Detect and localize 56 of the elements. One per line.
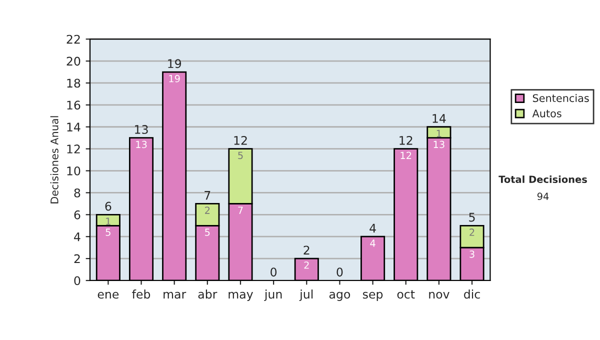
total-label: 19	[168, 59, 182, 68]
total-label: 12	[234, 136, 247, 145]
text: Total Decisiones	[498, 175, 587, 184]
y-tick-label: 4	[74, 232, 80, 242]
x-tick-label: dic	[464, 290, 480, 299]
total-label: 6	[105, 202, 112, 211]
x-tick-label: mar	[164, 292, 186, 299]
y-tick-label: 8	[74, 188, 80, 198]
total-label: 4	[370, 224, 376, 233]
x-tick-label: ene	[98, 292, 119, 299]
data-label: 2	[205, 206, 210, 214]
y-tick-label: 18	[67, 78, 80, 88]
text: 94	[537, 192, 549, 200]
total-label: 7	[204, 190, 210, 200]
total-label: 0	[336, 268, 343, 277]
legend-label: Sentencias	[532, 94, 589, 102]
x-tick-label: jun	[264, 290, 282, 301]
x-tick-label: sep	[362, 292, 383, 301]
data-label: 7	[238, 206, 243, 214]
data-label: 19	[169, 74, 180, 82]
total-label: 12	[400, 136, 412, 145]
y-tick-label: 2	[74, 254, 80, 264]
data-label: 1	[436, 130, 442, 138]
x-tick-label: feb	[132, 290, 150, 299]
data-label: 12	[400, 152, 412, 159]
y-tick-label: 22	[66, 34, 80, 44]
total-label: 0	[270, 268, 277, 277]
x-tick-label: may	[228, 292, 253, 301]
data-label: 13	[434, 140, 444, 148]
total-label: 13	[135, 124, 148, 134]
total-label: 5	[469, 212, 475, 222]
y-tick-label: 20	[66, 56, 80, 66]
y-tick-label: 12	[67, 144, 80, 154]
data-label: 1	[106, 218, 110, 225]
y-tick-label: 0	[74, 276, 80, 286]
data-label: 2	[470, 228, 474, 236]
x-tick-label: oct	[397, 290, 415, 299]
total-label: 14	[432, 114, 446, 123]
data-label: 5	[238, 152, 243, 160]
y-tick-label: 16	[67, 100, 80, 110]
x-tick-label: jul	[299, 290, 313, 301]
y-tick-label: 14	[67, 122, 80, 132]
x-tick-label: nov	[429, 292, 450, 299]
data-label: 13	[136, 140, 147, 148]
y-tick-label: 10	[67, 166, 80, 176]
y-tick-label: 6	[74, 210, 80, 220]
x-tick-label: abr	[198, 290, 218, 299]
data-label: 5	[106, 228, 110, 236]
legend-label: Autos	[532, 110, 562, 118]
data-label: 5	[205, 228, 210, 236]
data-label: 4	[370, 240, 376, 247]
x-tick-label: ago	[329, 292, 350, 301]
data-label: 3	[470, 250, 474, 258]
y-axis-title: Decisiones Anual	[50, 116, 58, 204]
data-label: 2	[304, 261, 309, 269]
total-label: 2	[304, 246, 310, 254]
